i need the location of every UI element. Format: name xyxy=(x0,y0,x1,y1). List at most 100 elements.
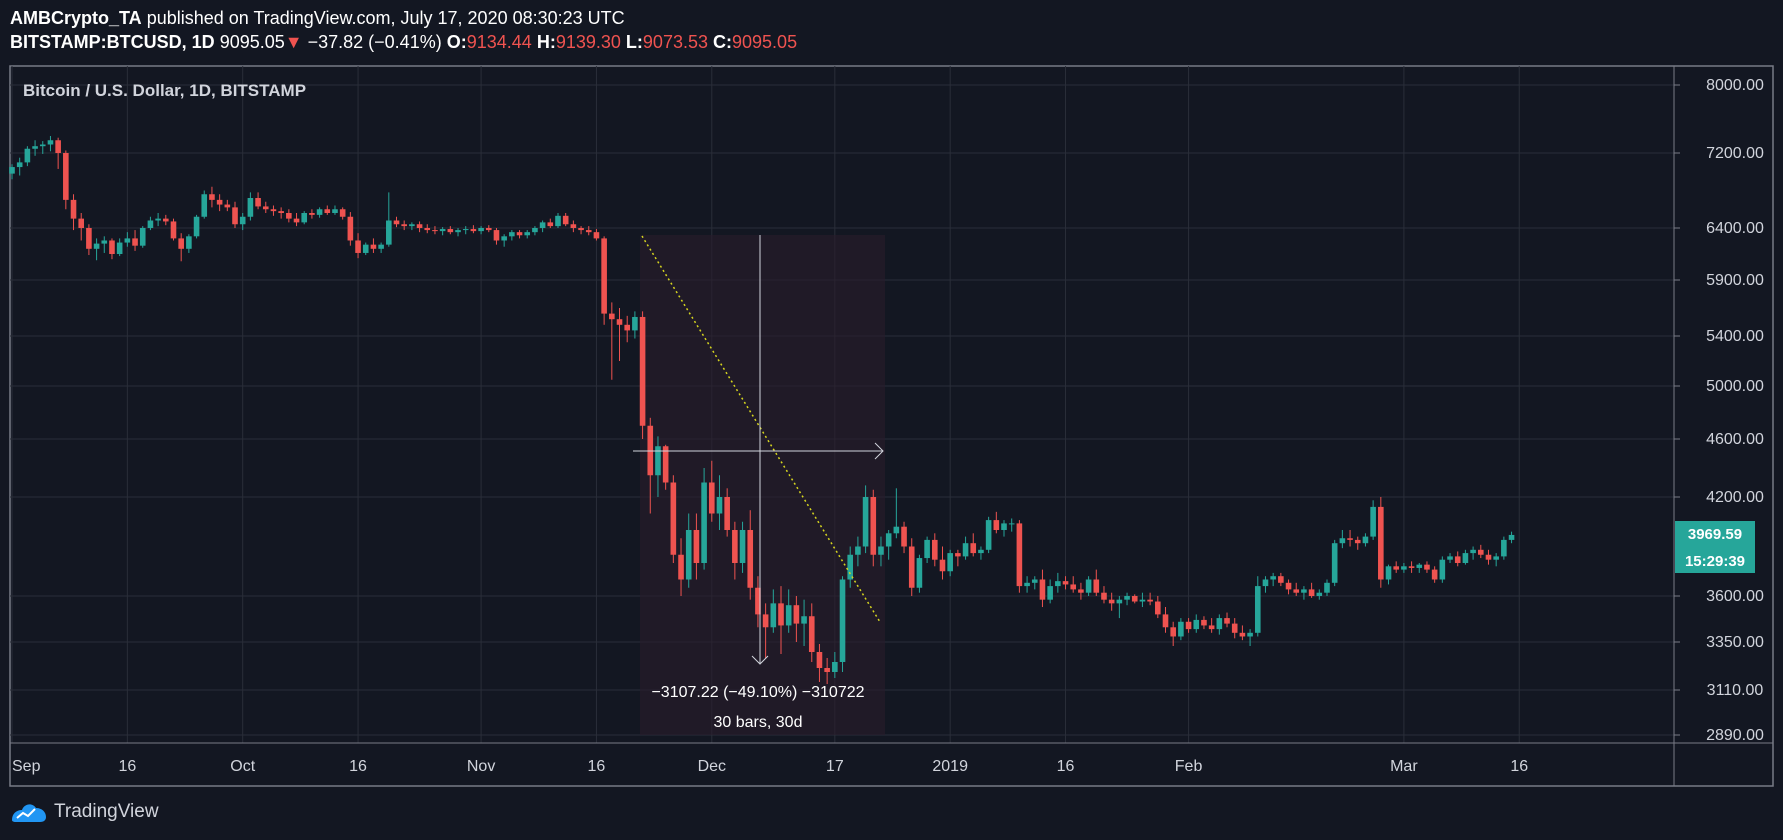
candle-body xyxy=(470,229,477,232)
candle-body xyxy=(1401,566,1407,570)
candle-body xyxy=(1308,589,1315,596)
candle-body xyxy=(908,546,915,588)
candle-body xyxy=(939,559,946,572)
candle xyxy=(739,521,746,573)
candle xyxy=(685,513,692,588)
candle-body xyxy=(278,211,284,213)
candle-body xyxy=(124,238,131,243)
candle xyxy=(1124,592,1130,606)
candle-body xyxy=(478,228,484,232)
candle-body xyxy=(109,240,115,254)
candle xyxy=(1278,572,1284,587)
high-value: 9139.30 xyxy=(555,32,621,52)
candle-body xyxy=(1062,581,1069,585)
measure-down-arrow-icon xyxy=(751,655,769,665)
time-badge-text: 15:29:39 xyxy=(1685,553,1745,570)
price-tick-label: 5900.00 xyxy=(1706,272,1764,289)
candle-body xyxy=(1362,536,1369,544)
change-value: −37.82 (−0.41%) xyxy=(307,32,442,52)
candle xyxy=(416,221,423,233)
candle xyxy=(47,136,54,152)
candle-body xyxy=(532,228,538,233)
candle xyxy=(593,229,600,241)
candle-body xyxy=(93,243,100,249)
time-tick-label: Oct xyxy=(230,758,255,775)
candle xyxy=(270,205,277,216)
candle xyxy=(824,658,830,684)
candle xyxy=(1362,533,1369,547)
candle xyxy=(332,205,338,215)
candle xyxy=(801,599,807,646)
candle-body xyxy=(224,204,231,208)
candle-body xyxy=(201,194,208,217)
candle-body xyxy=(324,209,331,213)
candle-body xyxy=(701,482,707,563)
candle-body xyxy=(1393,566,1399,570)
candle-body xyxy=(516,232,523,236)
candle-body xyxy=(1139,599,1146,602)
candle-body xyxy=(239,216,246,225)
measure-range-shade xyxy=(640,235,885,735)
candle-body xyxy=(832,662,838,672)
candle-body xyxy=(485,228,492,231)
candle-body xyxy=(47,140,54,145)
candle xyxy=(485,225,492,233)
candle-body xyxy=(1447,556,1453,560)
candle xyxy=(1247,629,1253,646)
author-line: AMBCrypto_TA published on TradingView.co… xyxy=(10,6,797,30)
candle xyxy=(893,488,900,539)
candle-body xyxy=(732,530,738,563)
candle-body xyxy=(1485,554,1492,560)
candle xyxy=(1354,536,1361,550)
candle xyxy=(1116,596,1123,619)
candle-body xyxy=(78,218,85,228)
measure-label-bars: 30 bars, 30d xyxy=(714,714,803,731)
candle xyxy=(78,213,85,241)
candle-body xyxy=(401,224,407,227)
candle-body xyxy=(1162,614,1169,628)
candle-body xyxy=(332,209,338,213)
candle-body xyxy=(609,313,615,320)
candle xyxy=(1078,582,1084,600)
candle-body xyxy=(293,218,300,223)
candle-body xyxy=(1339,538,1346,544)
candle xyxy=(324,205,331,215)
trend-line[interactable] xyxy=(641,235,881,623)
tradingview-logo-icon xyxy=(12,804,46,822)
candle xyxy=(1501,536,1507,560)
candle-body xyxy=(1116,599,1123,604)
candle xyxy=(947,549,953,577)
candle-body xyxy=(755,587,761,615)
candle-body xyxy=(301,213,308,223)
price-badge xyxy=(1675,521,1755,547)
time-tick-label: 16 xyxy=(349,758,367,775)
candle xyxy=(1301,586,1307,600)
candle xyxy=(1224,612,1230,628)
candle xyxy=(462,226,469,235)
candle xyxy=(339,207,346,220)
candle-body xyxy=(1439,559,1446,580)
footer-brand[interactable]: TradingView xyxy=(54,801,159,822)
candle-body xyxy=(116,242,123,254)
candle-body xyxy=(439,229,446,232)
time-axis[interactable]: Sep 16 Oct 16 Nov 16 Dec 17 2019 16 Feb Mar 16 xyxy=(12,758,1528,775)
candle-body xyxy=(570,224,577,228)
price-chart[interactable]: −3107.22 (−49.10%) −310722 30 bars, 30d … xyxy=(0,0,1783,800)
candle-body xyxy=(1301,589,1307,593)
candle xyxy=(1162,607,1169,633)
price-tick-label: 2890.00 xyxy=(1706,727,1764,744)
time-tick-label: Feb xyxy=(1175,758,1203,775)
candle-body xyxy=(855,546,861,555)
price-axis[interactable]: 8000.00 7200.00 6400.00 5900.00 5400.00 5000.… xyxy=(1674,77,1764,744)
candle-body xyxy=(739,530,746,563)
candle-body xyxy=(386,220,392,245)
candle-body xyxy=(978,549,984,554)
candle-body xyxy=(447,229,454,233)
candle xyxy=(1493,553,1499,567)
candle-body xyxy=(316,209,323,215)
candle-body xyxy=(1385,566,1392,580)
candle xyxy=(724,488,730,537)
candle-body xyxy=(585,230,592,233)
author-name[interactable]: AMBCrypto_TA xyxy=(10,8,142,28)
candle-body xyxy=(339,209,346,217)
